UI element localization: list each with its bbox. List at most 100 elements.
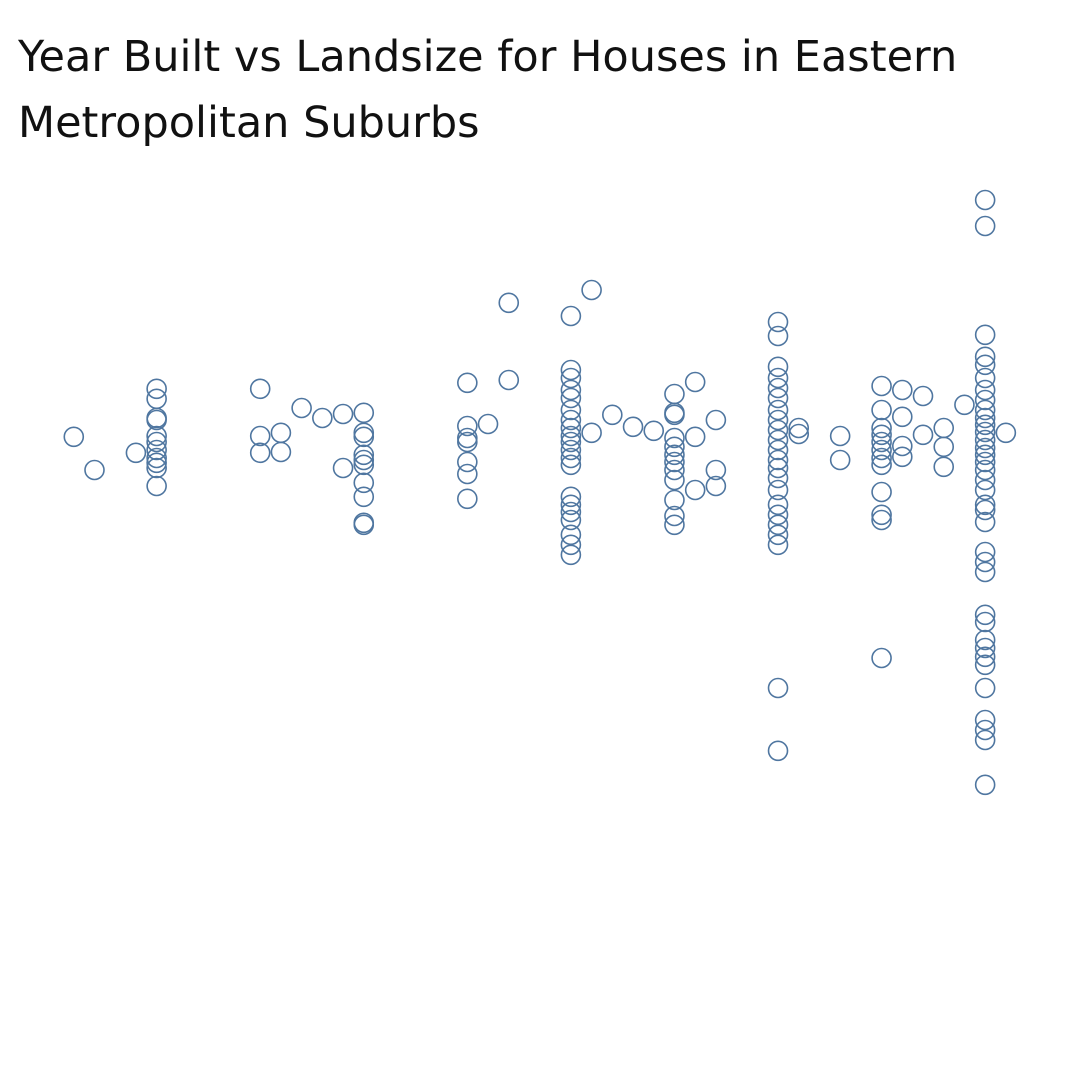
- point: [560, 544, 582, 566]
- point: [560, 417, 582, 439]
- point: [954, 394, 975, 416]
- point: [974, 494, 996, 516]
- point: [84, 459, 105, 481]
- point: [602, 404, 623, 426]
- point: [788, 417, 810, 439]
- point: [664, 514, 685, 536]
- point: [974, 654, 996, 676]
- point: [560, 534, 582, 556]
- point: [705, 459, 727, 481]
- point: [974, 637, 996, 659]
- point: [249, 442, 271, 464]
- point: [974, 389, 996, 411]
- point: [974, 451, 996, 473]
- point: [891, 435, 913, 457]
- point: [643, 420, 665, 442]
- point: [767, 677, 789, 699]
- point: [933, 417, 955, 439]
- point: [353, 402, 375, 424]
- point: [871, 447, 892, 469]
- point: [684, 371, 706, 393]
- point: [684, 426, 706, 448]
- point: [457, 372, 478, 394]
- point: [560, 305, 582, 327]
- point: [353, 512, 375, 534]
- point: [974, 407, 996, 429]
- point: [560, 486, 582, 508]
- point: [767, 377, 789, 399]
- point: [498, 369, 520, 391]
- point: [912, 385, 934, 407]
- point: [560, 524, 582, 546]
- point: [974, 551, 996, 573]
- point: [995, 422, 1017, 444]
- point: [146, 447, 167, 469]
- point: [767, 494, 789, 516]
- point: [767, 311, 789, 333]
- point: [767, 367, 789, 389]
- point: [767, 325, 789, 347]
- point: [767, 524, 789, 546]
- point: [146, 475, 167, 497]
- point: [353, 454, 375, 476]
- point: [788, 423, 810, 445]
- point: [498, 292, 520, 314]
- chart-title: Year Built vs Landsize for Houses in Eas…: [18, 32, 958, 148]
- point: [891, 446, 913, 468]
- point: [705, 409, 727, 431]
- point: [974, 414, 996, 436]
- point: [353, 444, 375, 466]
- point: [974, 444, 996, 466]
- point: [871, 504, 892, 526]
- point: [664, 451, 685, 473]
- point: [912, 424, 934, 446]
- point: [664, 505, 685, 527]
- point: [767, 419, 789, 441]
- point: [664, 427, 685, 449]
- point: [767, 740, 789, 762]
- point: [871, 399, 892, 421]
- point: [560, 454, 582, 476]
- point: [622, 416, 644, 438]
- point: [871, 431, 892, 453]
- point: [457, 415, 478, 437]
- point: [829, 449, 851, 471]
- point: [974, 729, 996, 751]
- point: [871, 647, 892, 669]
- point: [291, 397, 312, 419]
- point: [974, 459, 996, 481]
- point: [353, 472, 375, 494]
- point: [477, 413, 499, 435]
- point: [684, 479, 706, 501]
- point: [146, 425, 167, 447]
- point: [457, 488, 478, 510]
- point: [871, 439, 892, 461]
- point: [871, 424, 892, 446]
- point: [146, 378, 167, 400]
- point: [560, 509, 582, 531]
- point: [974, 499, 996, 521]
- point: [353, 486, 375, 508]
- point: [974, 677, 996, 699]
- point: [560, 431, 582, 453]
- point: [974, 709, 996, 731]
- point: [332, 403, 354, 425]
- point: [146, 407, 167, 429]
- point: [974, 399, 996, 421]
- point: [353, 514, 375, 536]
- point: [560, 439, 582, 461]
- point: [705, 475, 727, 497]
- point: [974, 646, 996, 668]
- point: [974, 421, 996, 443]
- point: [664, 404, 685, 426]
- point: [664, 444, 685, 466]
- point: [63, 426, 85, 448]
- point: [974, 324, 996, 346]
- point: [767, 467, 789, 489]
- point: [560, 501, 582, 523]
- point: [871, 417, 892, 439]
- point: [767, 399, 789, 421]
- point: [933, 456, 955, 478]
- point: [767, 439, 789, 461]
